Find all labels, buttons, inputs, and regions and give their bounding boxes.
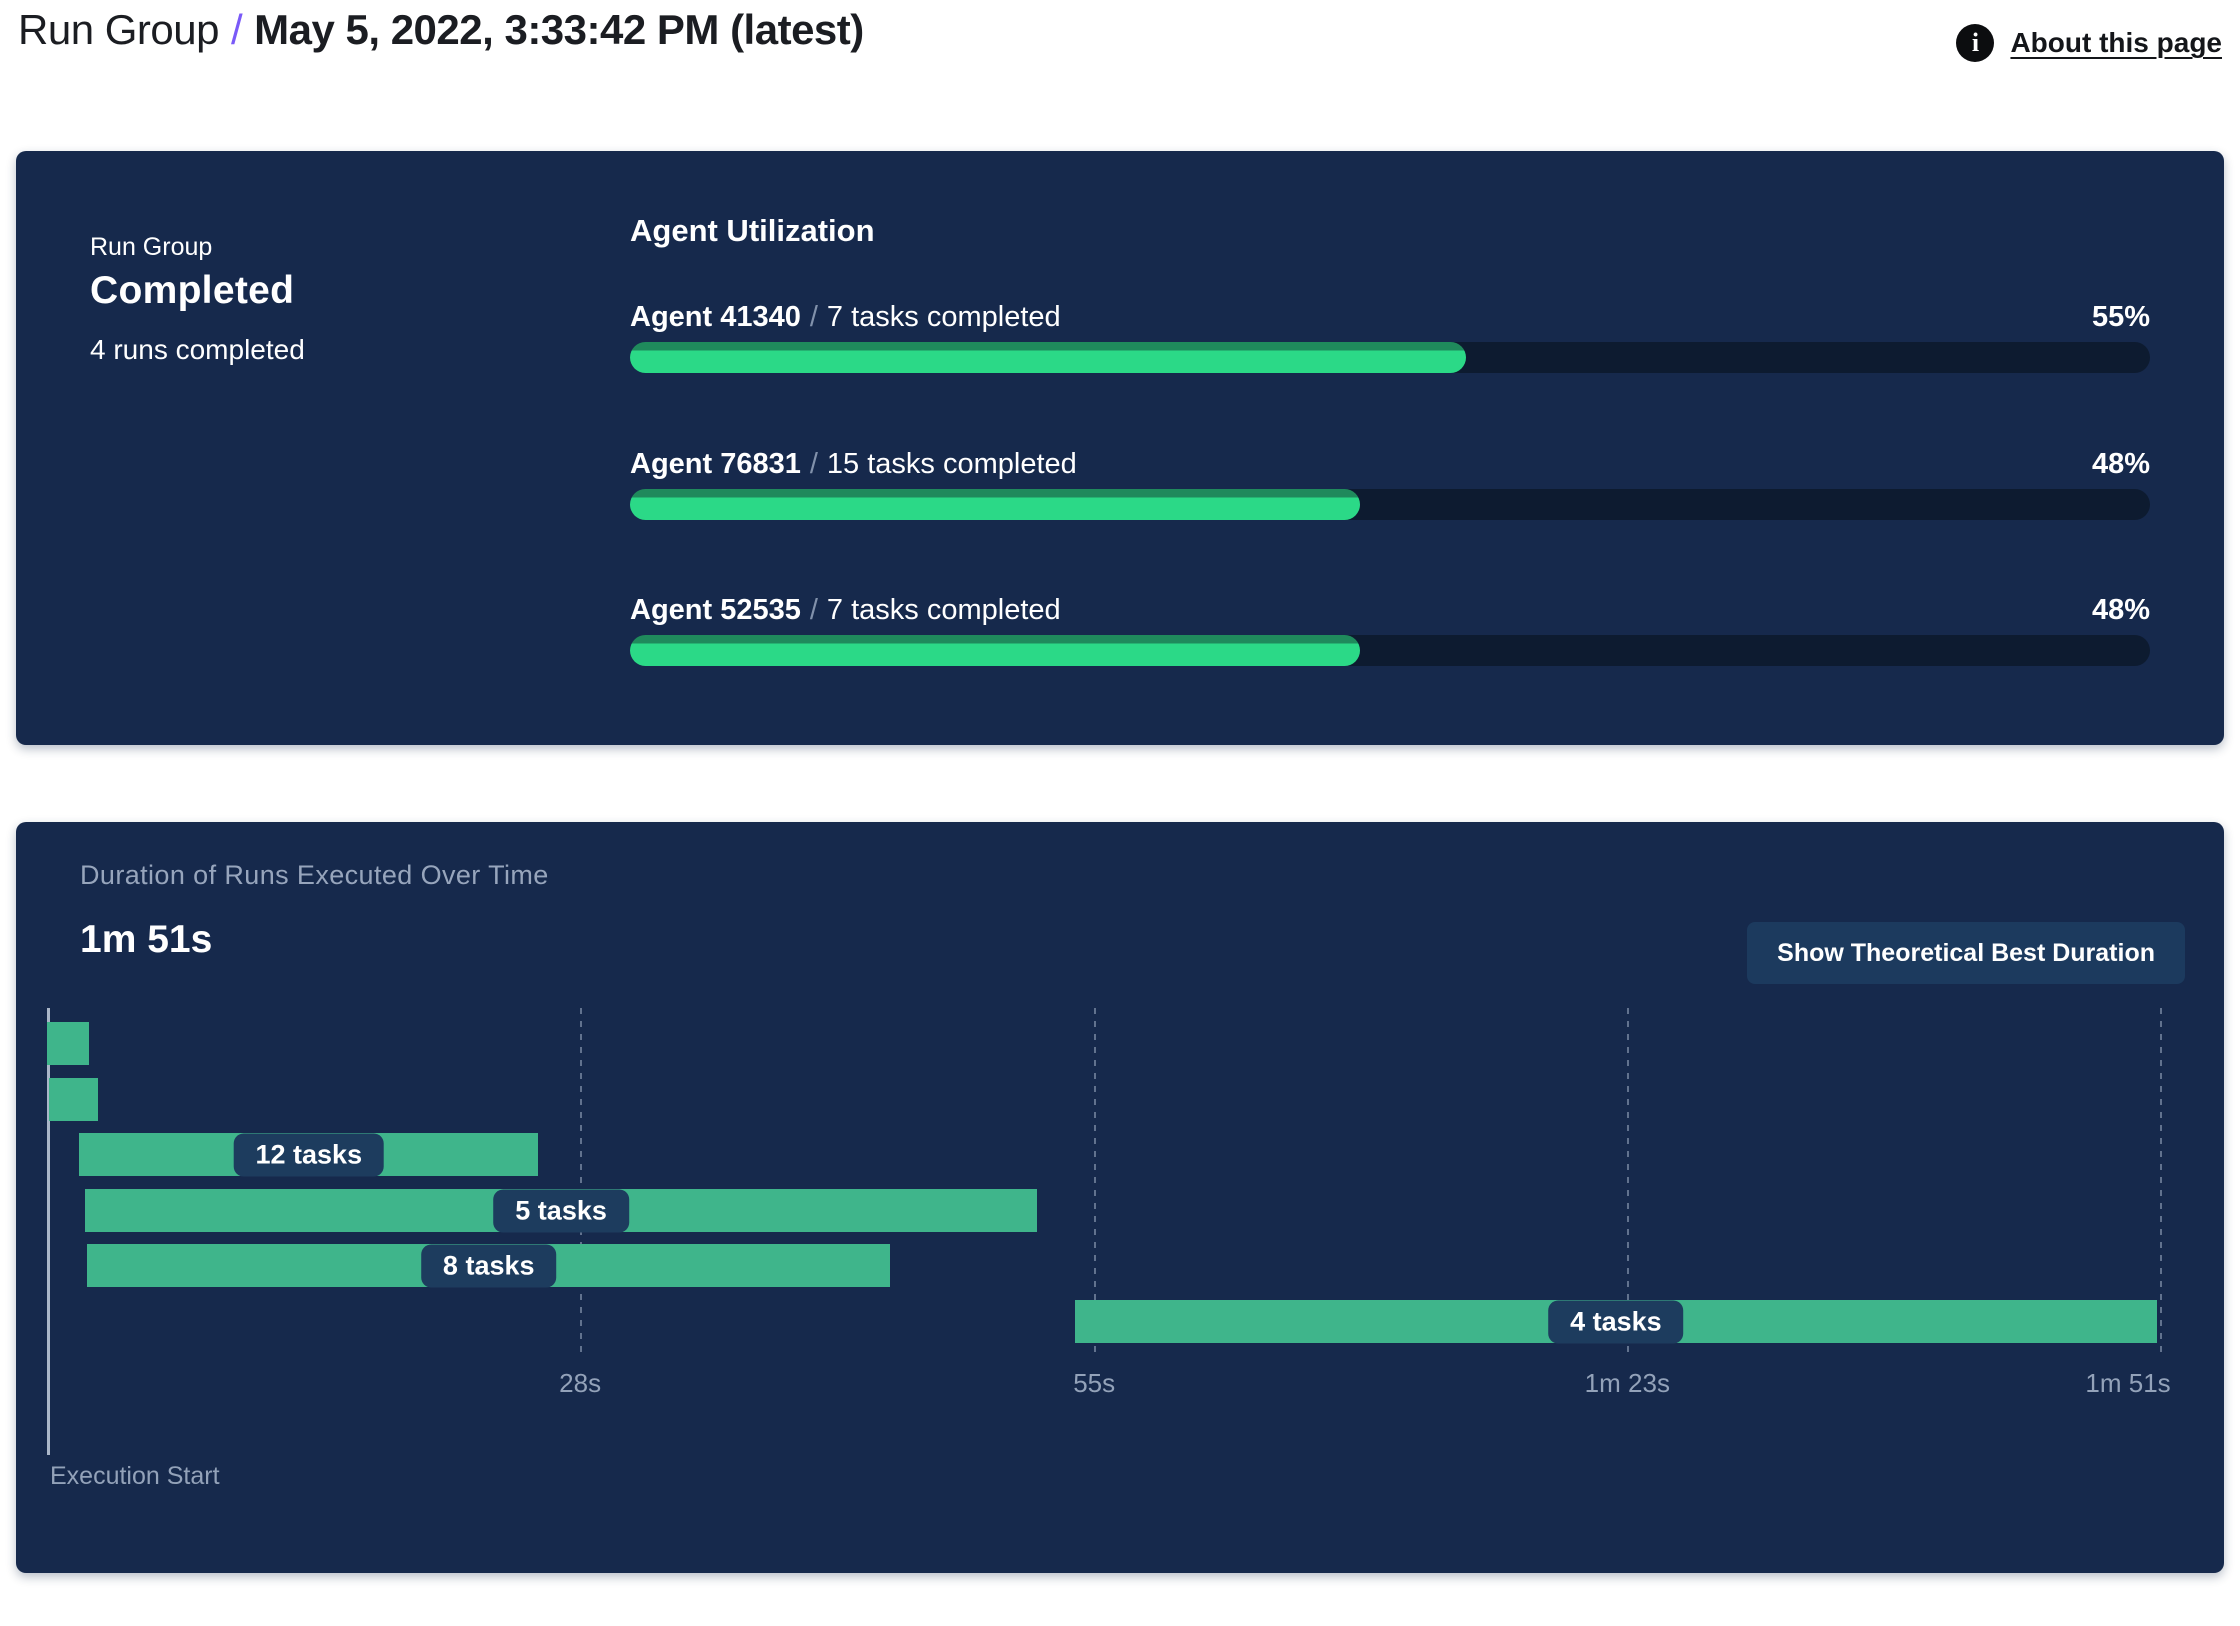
agent-task-count: 7 tasks completed <box>826 301 1061 333</box>
execution-start-label: Execution Start <box>50 1462 220 1490</box>
info-icon[interactable]: i <box>1956 24 1995 62</box>
gantt-bar[interactable] <box>47 1022 89 1065</box>
execution-start-axis <box>47 1008 50 1455</box>
page-header: Run Group / May 5, 2022, 3:33:42 PM (lates… <box>0 0 2240 100</box>
page-title: May 5, 2022, 3:33:42 PM (latest) <box>254 6 864 53</box>
gridline <box>1094 1008 1097 1355</box>
progress-fill <box>630 489 1360 520</box>
duration-chart-panel: Duration of Runs Executed Over Time 1m 5… <box>16 822 2224 1573</box>
agent-name: Agent 41340 <box>630 301 801 333</box>
gantt-bar[interactable] <box>48 1078 99 1121</box>
agent-task-count: 15 tasks completed <box>826 448 1077 480</box>
breadcrumb-root: Run Group <box>18 6 219 53</box>
progress-fill <box>630 342 1466 373</box>
total-duration-value: 1m 51s <box>80 918 213 961</box>
run-group-summary-panel: Run Group Completed 4 runs completed Age… <box>16 151 2224 745</box>
agent-row: Agent 76831/15 tasks completed 48% <box>630 448 2150 532</box>
gridline <box>2160 1008 2163 1355</box>
agent-label: Agent 76831/15 tasks completed <box>630 448 1077 481</box>
axis-tick-label: 1m 51s <box>2085 1368 2171 1398</box>
agent-utilization-percent: 48% <box>2091 594 2150 626</box>
runs-completed-subtitle: 4 runs completed <box>90 334 305 365</box>
gridline <box>1627 1008 1630 1355</box>
about-this-page[interactable]: i About this page <box>1956 24 2222 62</box>
agent-utilization-percent: 48% <box>2091 448 2150 480</box>
axis-tick-label: 55s <box>1073 1368 1116 1398</box>
task-count-pill: 5 tasks <box>493 1189 629 1232</box>
agent-label-separator: / <box>809 594 818 626</box>
breadcrumb-separator: / <box>230 6 243 53</box>
progress-track <box>630 489 2150 520</box>
progress-track <box>630 342 2150 373</box>
agent-utilization-heading: Agent Utilization <box>630 213 875 248</box>
agent-task-count: 7 tasks completed <box>826 594 1061 626</box>
agent-row: Agent 41340/7 tasks completed 55% <box>630 301 2150 385</box>
agent-label-separator: / <box>809 301 818 333</box>
status-value: Completed <box>90 269 295 312</box>
agent-name: Agent 76831 <box>630 448 801 480</box>
task-count-pill: 12 tasks <box>233 1133 385 1176</box>
agent-label: Agent 52535/7 tasks completed <box>630 594 1061 627</box>
show-theoretical-best-duration-button[interactable]: Show Theoretical Best Duration <box>1747 922 2185 984</box>
breadcrumb: Run Group / May 5, 2022, 3:33:42 PM (lates… <box>18 6 864 54</box>
agent-utilization-percent: 55% <box>2091 301 2150 333</box>
axis-tick-label: 28s <box>559 1368 602 1398</box>
agent-label: Agent 41340/7 tasks completed <box>630 301 1061 334</box>
task-count-pill: 8 tasks <box>420 1244 557 1287</box>
about-this-page-link[interactable]: About this page <box>2010 27 2222 58</box>
run-group-eyebrow: Run Group <box>90 233 213 261</box>
gridline <box>580 1008 583 1355</box>
progress-track <box>630 635 2150 666</box>
duration-chart-title: Duration of Runs Executed Over Time <box>80 860 549 890</box>
agent-name: Agent 52535 <box>630 594 801 626</box>
agent-label-separator: / <box>809 448 818 480</box>
agent-row: Agent 52535/7 tasks completed 48% <box>630 594 2150 678</box>
task-count-pill: 4 tasks <box>1548 1300 1684 1343</box>
progress-fill <box>630 635 1360 666</box>
axis-tick-label: 1m 23s <box>1584 1368 1670 1398</box>
